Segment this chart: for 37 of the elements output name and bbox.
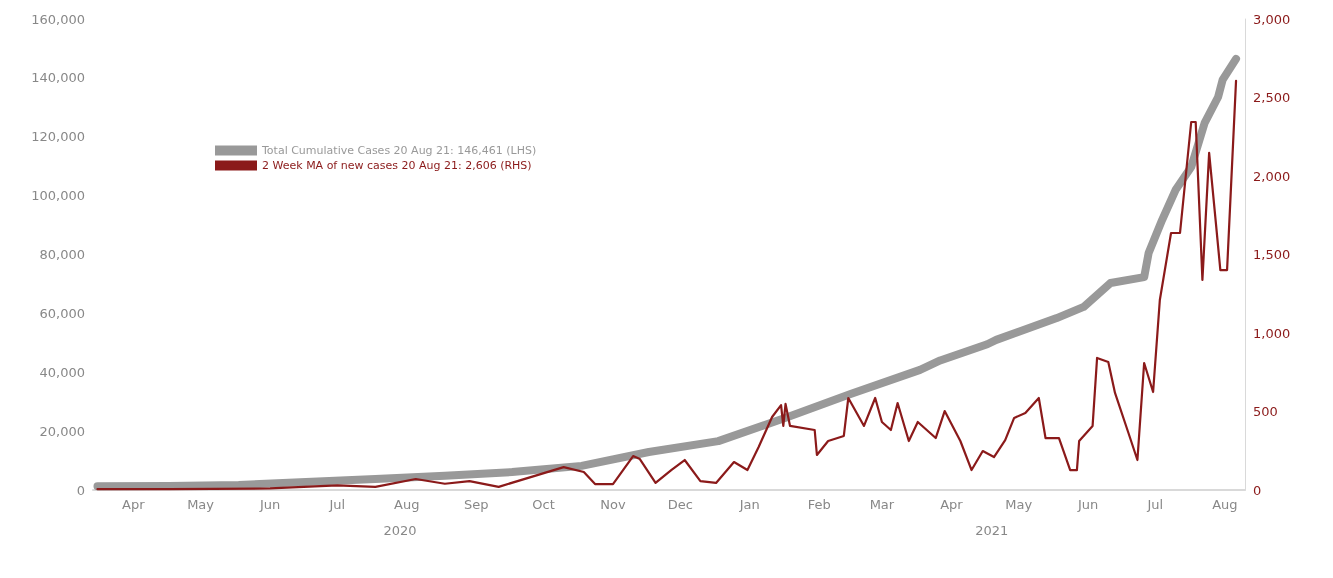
x-tick-label: Apr [940,497,964,512]
legend-label: 2 Week MA of new cases 20 Aug 21: 2,606 (RHS) [262,159,532,172]
x-tick-label: Sep [464,497,489,512]
y-tick-label: 80,000 [39,247,85,262]
x-tick-label: May [1005,497,1033,512]
y2-tick-label: 500 [1253,404,1278,419]
y-tick-label: 120,000 [31,129,85,145]
y-tick-label: 160,000 [31,11,85,27]
y-tick-label: 100,000 [31,188,85,204]
x-tick-label: Aug [1212,497,1238,512]
x-tick-label: Mar [869,497,895,512]
x-tick-label: Nov [600,497,626,512]
y2-tick-label: 0 [1253,482,1262,498]
x-tick-label: Apr [122,497,146,512]
y2-tick-label: 3,000 [1253,11,1291,27]
x-tick-label: Feb [807,497,831,512]
x-tick-label: Jul [328,497,346,512]
x-tick-label: May [187,497,215,512]
legend-label: Total Cumulative Cases 20 Aug 21: 146,461 (LHS) [261,144,537,157]
x-tick-label: Dec [667,497,693,512]
x-tick-label: Jun [258,497,281,512]
y-tick-label: 20,000 [39,423,85,439]
x-tick-label: Jun [1076,497,1099,512]
x-tick-label: Jul [1146,497,1164,512]
x-tick-label: Oct [532,497,555,512]
y-tick-label: 40,000 [39,364,85,380]
y-tick-label: 60,000 [39,305,85,321]
x2-tick-label: 2021 [975,523,1009,538]
y2-tick-label: 1,500 [1253,247,1291,262]
y-tick-label: 140,000 [31,70,85,86]
x2-tick-label: 2020 [383,523,417,538]
y2-tick-label: 1,000 [1253,325,1291,341]
y2-tick-label: 2,000 [1253,168,1291,184]
x-tick-label: Aug [394,497,420,512]
y-tick-label: 0 [76,482,85,498]
x-tick-label: Jan [738,497,760,512]
y2-tick-label: 2,500 [1253,90,1291,105]
